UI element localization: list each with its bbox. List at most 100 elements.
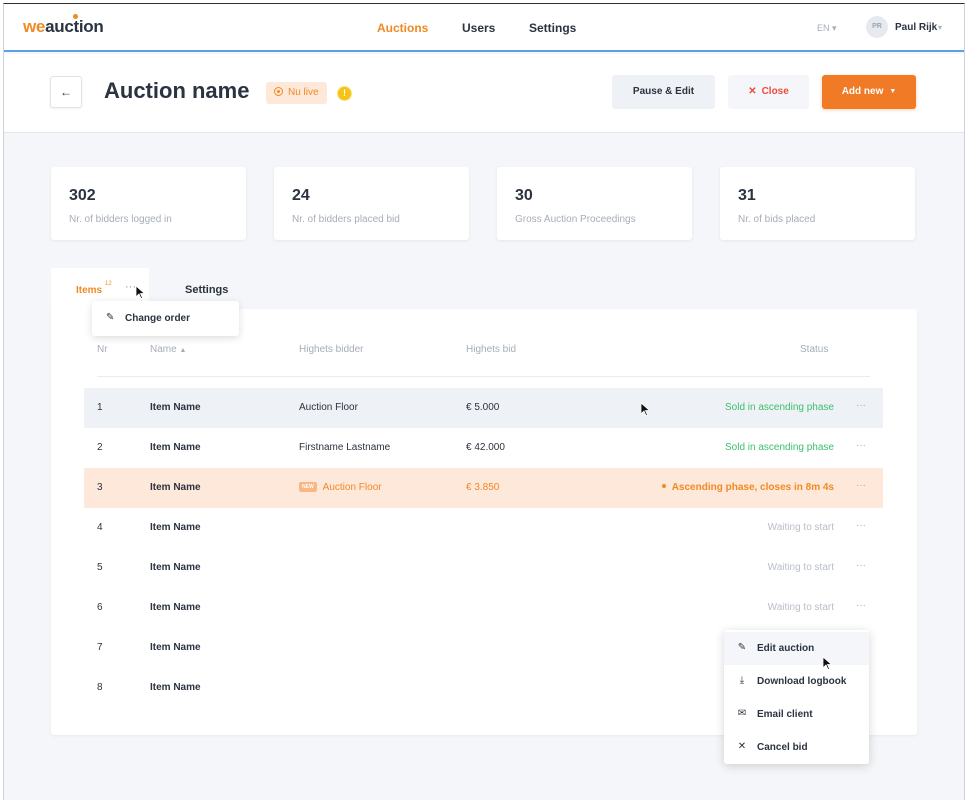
row-status: Waiting to start [767,562,834,573]
new-badge: NEW [299,482,317,492]
column-header-bidder: Highets bidder [299,344,364,355]
menu-item-edit-auction[interactable]: ✎ Edit auction [724,632,869,665]
warning-icon[interactable]: ! [337,86,352,101]
stat-value: 31 [738,187,756,204]
table-row[interactable]: 4 Item Name Waiting to start ··· [84,508,883,548]
mail-icon: ✉ [737,708,747,719]
table-row[interactable]: 2 Item Name Firstname Lastname € 42.000 … [84,428,883,468]
more-icon[interactable]: ··· [856,520,866,531]
menu-item-email-client[interactable]: ✉ Email client [724,698,869,731]
row-status: Waiting to start [767,522,834,533]
nav-link-users[interactable]: Users [462,21,496,35]
nav-link-settings[interactable]: Settings [529,21,577,35]
chevron-down-icon[interactable]: ▾ [938,23,943,32]
nav-link-auctions[interactable]: Auctions [377,21,429,35]
more-icon[interactable]: ··· [856,440,866,451]
row-bidder: Firstname Lastname [299,442,391,453]
column-header-status: Status [800,344,829,355]
row-name: Item Name [150,562,201,573]
column-header-bid: Highets bid [466,344,517,355]
row-bid: € 5.000 [466,402,500,413]
add-new-label: Add new [841,86,884,97]
row-name: Item Name [150,682,201,693]
arrow-left-icon: ← [60,85,72,99]
menu-item-label: Edit auction [757,643,815,654]
close-auction-button[interactable]: ✕ Close [728,75,809,109]
logo-part-auction: auction [45,17,104,36]
row-bidder-label: Auction Floor [322,482,382,493]
language-label: EN [817,23,830,33]
chevron-down-icon: ▾ [832,23,837,33]
add-new-button[interactable]: Add new ▼ [822,75,916,109]
more-icon[interactable]: ··· [856,480,866,491]
row-name: Item Name [150,642,201,653]
row-bidder: NEW Auction Floor [299,482,382,493]
row-nr: 1 [97,402,103,413]
row-nr: 2 [97,442,103,453]
column-header-name[interactable]: Name ▲ [150,344,186,355]
table-row[interactable]: 8 Item Name [84,668,883,708]
more-icon[interactable]: ··· [856,400,866,411]
menu-item-download-logbook[interactable]: ⤓ Download logbook [724,665,869,698]
stat-card-gross-proceedings: 30 Gross Auction Proceedings [497,167,692,240]
table-row[interactable]: 6 Item Name Waiting to start ··· [84,588,883,628]
row-nr: 4 [97,522,103,533]
row-bid: € 3.850 [466,482,500,493]
row-status: Sold in ascending phase [725,402,834,413]
table-header-divider [97,376,870,377]
row-bidder: Auction Floor [299,402,358,413]
live-status-badge: Nu live [266,82,327,104]
row-status: Ascending phase, closes in 8m 4s [661,482,834,493]
table-row[interactable]: 3 Item Name NEW Auction Floor € 3.850 Asc… [84,468,883,508]
row-nr: 8 [97,682,103,693]
stat-label: Nr. of bids placed [738,214,816,225]
pause-edit-button[interactable]: Pause & Edit [612,75,715,109]
download-icon: ⤓ [739,675,745,686]
pencil-icon: ✎ [737,642,747,653]
live-dot-icon [661,484,666,488]
close-icon: ✕ [737,741,747,752]
user-name[interactable]: Paul Rijk [895,22,938,33]
tab-items-count: 12 [105,281,112,287]
row-action-menu: ✎ Edit auction ⤓ Download logbook ✉ Emai… [724,630,869,764]
row-nr: 3 [97,482,103,493]
stat-label: Gross Auction Proceedings [515,214,636,225]
stat-card-bidders-placed-bid: 24 Nr. of bidders placed bid [274,167,469,240]
logo-part-we: we [23,17,46,36]
row-name: Item Name [150,602,201,613]
page-title: Auction name [104,78,250,103]
row-nr: 7 [97,642,103,653]
weauction-logo[interactable]: weauction [23,14,104,37]
table-row[interactable]: 5 Item Name Waiting to start ··· [84,548,883,588]
pencil-icon: ✎ [106,312,115,323]
table-row[interactable]: 1 Item Name Auction Floor € 5.000 Sold i… [84,388,883,428]
row-status: Sold in ascending phase [725,442,834,453]
top-nav: weauction Auctions Users Settings EN ▾ P… [4,4,964,52]
close-icon: ✕ [748,86,757,97]
row-status: Waiting to start [767,602,834,613]
stat-value: 30 [515,187,533,204]
more-icon[interactable]: ··· [856,560,866,571]
menu-item-label: Download logbook [757,676,847,687]
more-icon[interactable]: ··· [125,281,136,293]
row-name: Item Name [150,402,201,413]
row-nr: 5 [97,562,103,573]
row-name: Item Name [150,482,201,493]
app-window: weauction Auctions Users Settings EN ▾ P… [3,3,965,800]
close-label: Close [761,86,789,97]
menu-item-cancel-bid[interactable]: ✕ Cancel bid [724,731,869,764]
stat-label: Nr. of bidders logged in [69,214,172,225]
logo-dot [73,14,78,19]
tab-settings[interactable]: Settings [185,284,229,296]
table-row[interactable]: 7 Item Name [84,628,883,668]
menu-item-label: Email client [757,709,813,720]
chevron-down-icon: ▼ [889,88,897,95]
avatar[interactable]: PR [866,16,888,38]
back-button[interactable]: ← [50,76,82,108]
change-order-menu: ✎ Change order [92,301,239,336]
tab-items-label: Items [76,285,103,296]
stat-label: Nr. of bidders placed bid [292,214,400,225]
language-selector[interactable]: EN ▾ [817,23,837,34]
more-icon[interactable]: ··· [856,600,866,611]
row-name: Item Name [150,442,201,453]
